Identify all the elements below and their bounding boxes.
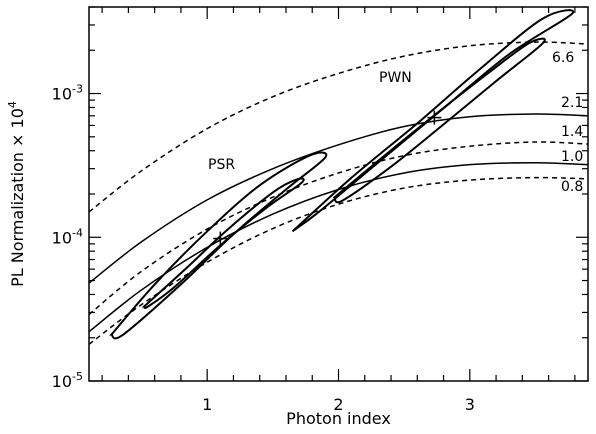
y-tick-base: 10 [52,228,72,247]
y-tick-base: 10 [52,85,72,104]
curve-label-2-1: 2.1 [561,95,583,111]
y-axis-label-superscript: 4 [6,101,19,108]
y-tick-exponent: -3 [72,83,83,96]
curve-label-6-6: 6.6 [552,50,574,66]
pwn-contour-1 [291,9,575,233]
pwn-contour-2 [332,37,546,204]
y-tick-exponent: -4 [72,226,83,239]
x-tick-label: 1 [202,395,212,414]
y-tick-label: 10-4 [52,226,83,247]
pwn-region-label: PWN [379,70,412,86]
y-axis-label-main: PL Normalization × 10 [8,108,27,287]
y-tick-label: 10-5 [52,370,83,391]
y-tick-label: 10-3 [52,83,83,104]
axis-layer [88,6,589,382]
y-tick-base: 10 [52,372,72,391]
x-tick-label: 2 [333,395,343,414]
curve-label-1-0: 1.0 [561,149,583,165]
x-axis-label: Photon index [286,409,391,428]
curve-0-8 [89,176,588,345]
plot-clipped-group [89,9,588,345]
plot-layer [89,9,588,345]
psr-contour-1 [109,151,328,340]
x-tick-label: 3 [465,395,475,414]
y-axis-label: PL Normalization × 104 [6,101,27,287]
curve-label-0-8: 0.8 [561,179,583,195]
psr-contour-2 [141,177,305,309]
curve-2-1 [89,113,588,284]
curve-label-1-4: 1.4 [561,124,583,140]
curve-1-4 [89,141,588,316]
y-tick-exponent: -5 [72,370,83,383]
psr-region-label: PSR [208,157,235,173]
